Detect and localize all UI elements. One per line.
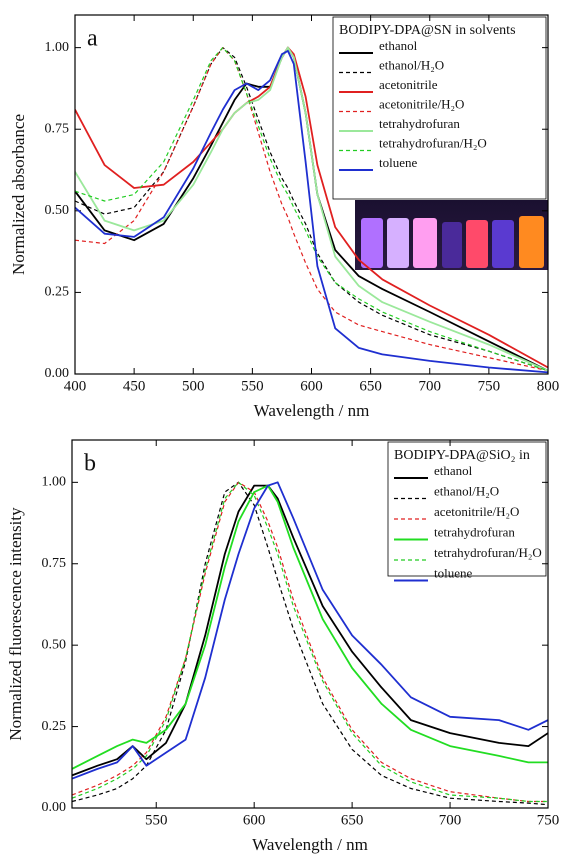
y-tick-label: 1.00 <box>42 475 67 490</box>
x-tick-label: 400 <box>64 378 87 394</box>
series-line <box>72 481 548 803</box>
legend-label: ethanol <box>379 38 418 53</box>
panel-label: b <box>84 451 96 477</box>
legend-title: BODIPY-DPA@SN in solvents <box>339 23 516 38</box>
legend-label: acetonitrile <box>379 77 438 92</box>
x-tick-label: 700 <box>419 378 442 394</box>
y-axis-label: Normalized absorbance <box>9 114 28 275</box>
series-line <box>72 484 548 777</box>
legend-label: acetonitrile/H₂O <box>379 96 464 111</box>
legend-label: tetrahydrofuran <box>434 524 515 539</box>
x-tick-label: 650 <box>359 378 382 394</box>
legend-label: acetonitrile/H₂O <box>434 504 519 519</box>
series-line <box>75 46 548 372</box>
y-tick-label: 0.00 <box>45 366 70 381</box>
legend-title: BODIPY-DPA@SiO₂ in <box>394 448 530 463</box>
legend-box <box>332 16 547 200</box>
y-tick-label: 1.00 <box>45 40 70 55</box>
legend-label: toluene <box>434 565 472 580</box>
inset-photo <box>355 200 548 270</box>
x-tick-label: 450 <box>123 378 146 394</box>
series-line <box>75 47 548 372</box>
series-line <box>75 50 548 374</box>
legend-label: tetrahydrofuran <box>379 116 460 131</box>
y-tick-label: 0.50 <box>42 637 67 652</box>
legend-label: ethanol <box>434 463 473 478</box>
x-axis-label: Wavelength / nm <box>252 835 368 854</box>
panel-label: a <box>87 26 98 52</box>
y-tick-label: 0.75 <box>42 556 67 571</box>
y-tick-label: 0.50 <box>45 203 70 218</box>
x-tick-label: 750 <box>478 378 501 394</box>
series-line <box>72 481 548 806</box>
legend-label: tetrahydrofuran/H₂O <box>434 545 542 560</box>
x-tick-label: 500 <box>182 378 205 394</box>
legend-label: ethanol/H₂O <box>379 57 444 72</box>
y-tick-label: 0.00 <box>42 800 67 815</box>
y-axis-label: Normalized fluorescence intensity <box>6 507 25 741</box>
legend-label: tetrahydrofuran/H₂O <box>379 135 487 150</box>
series-line <box>75 47 548 372</box>
series-line <box>72 481 548 803</box>
series-line <box>75 47 548 372</box>
x-tick-label: 550 <box>241 378 264 394</box>
x-tick-label: 800 <box>537 378 560 394</box>
plot-frame <box>74 14 549 375</box>
x-tick-label: 700 <box>439 812 462 828</box>
y-tick-label: 0.25 <box>45 285 70 300</box>
x-tick-label: 650 <box>341 812 364 828</box>
plot-frame <box>71 439 549 809</box>
y-tick-label: 0.25 <box>42 719 67 734</box>
legend-label: toluene <box>379 155 417 170</box>
x-tick-label: 750 <box>537 812 560 828</box>
legend-box <box>387 441 547 577</box>
y-tick-label: 0.75 <box>45 121 70 136</box>
legend-label: ethanol/H₂O <box>434 483 499 498</box>
series-line <box>72 484 548 770</box>
series-line <box>72 481 548 780</box>
x-axis-label: Wavelength / nm <box>254 401 370 420</box>
x-tick-label: 600 <box>300 378 323 394</box>
x-tick-label: 600 <box>243 812 266 828</box>
x-tick-label: 550 <box>145 812 168 828</box>
